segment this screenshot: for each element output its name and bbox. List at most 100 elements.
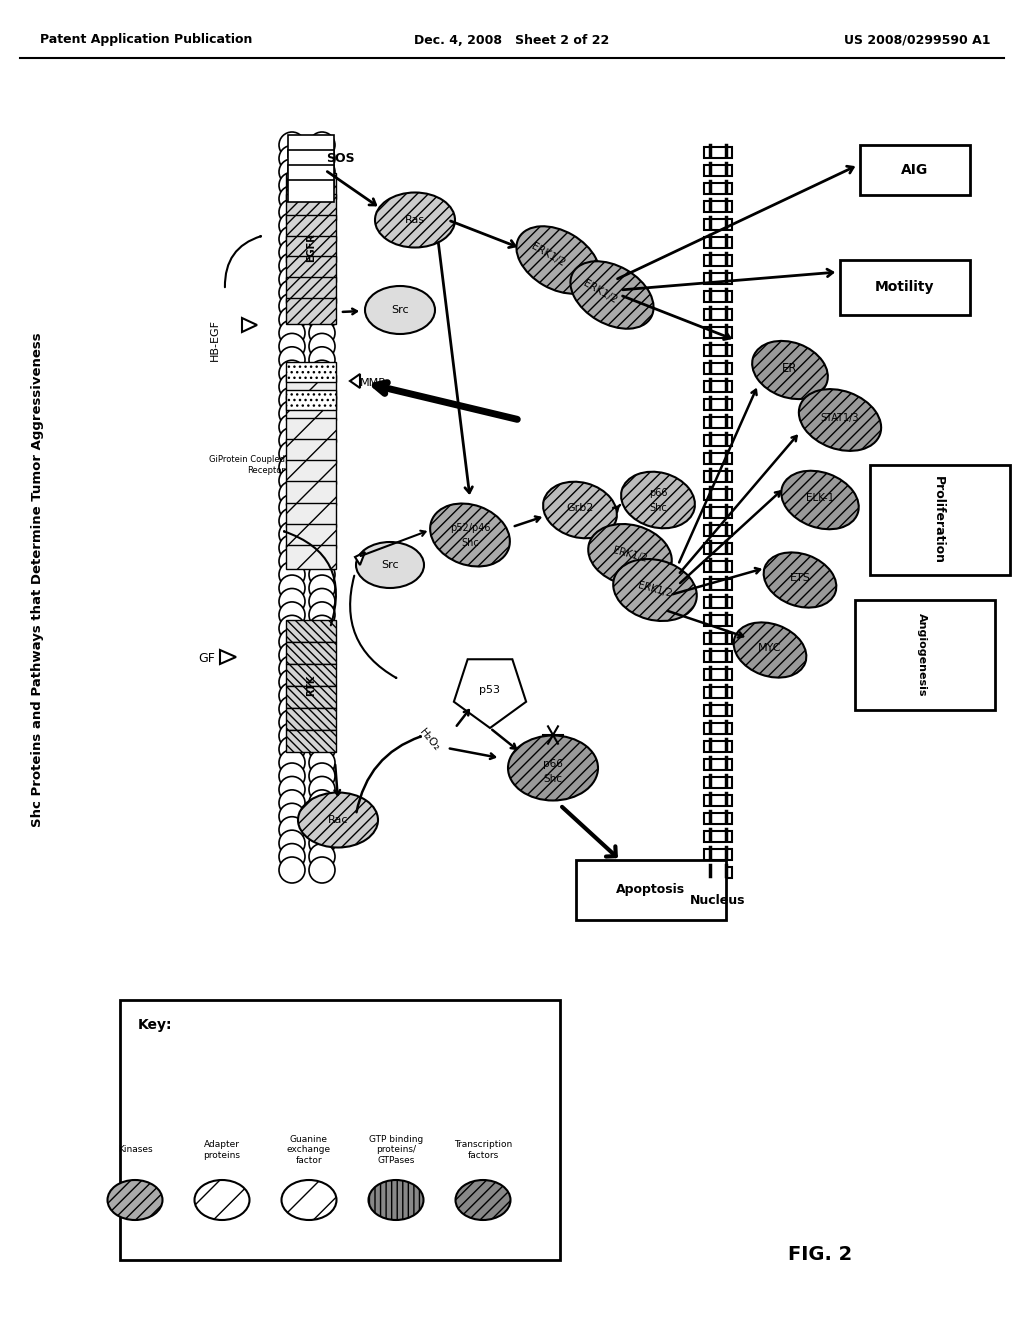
Circle shape [309,267,335,292]
Circle shape [279,293,305,319]
Text: RTK: RTK [306,675,316,696]
Bar [705,832,732,842]
Circle shape [309,508,335,533]
Text: GiProtein Coupled
Receptor: GiProtein Coupled Receptor [209,455,285,475]
Text: FIG. 2: FIG. 2 [787,1246,852,1265]
Circle shape [279,696,305,722]
Bar [286,362,336,381]
Text: ERK1/2: ERK1/2 [611,545,648,565]
Circle shape [279,763,305,789]
Circle shape [279,226,305,252]
Text: Src: Src [391,305,409,315]
Ellipse shape [764,552,837,607]
Bar [705,579,732,590]
Ellipse shape [282,1180,337,1220]
Ellipse shape [108,1180,163,1220]
Circle shape [309,387,335,413]
Text: Proliferation: Proliferation [932,477,944,564]
Text: HB-EGF: HB-EGF [210,319,220,360]
Text: p53: p53 [479,685,501,696]
Bar [286,389,336,411]
Circle shape [279,615,305,642]
Bar [705,525,732,536]
Polygon shape [454,659,526,729]
Circle shape [309,428,335,453]
Ellipse shape [195,1180,250,1220]
Ellipse shape [516,226,600,294]
Text: p52/p46: p52/p46 [450,523,490,533]
Bar [705,436,732,446]
Bar [286,375,336,399]
Circle shape [309,561,335,587]
Ellipse shape [430,503,510,566]
Bar [575,861,726,920]
Circle shape [279,709,305,735]
Circle shape [309,173,335,198]
Bar [286,730,336,752]
Circle shape [309,253,335,279]
Circle shape [309,776,335,803]
Text: MMP: MMP [360,378,386,388]
Text: Key:: Key: [138,1018,172,1032]
Ellipse shape [375,193,455,248]
Text: Nucleus: Nucleus [690,894,745,907]
Circle shape [279,656,305,681]
Circle shape [309,347,335,372]
Text: Ras: Ras [404,215,425,224]
Circle shape [309,696,335,722]
Bar [288,135,334,157]
Text: MYC: MYC [758,643,781,653]
Bar [705,201,732,213]
Circle shape [309,495,335,520]
Circle shape [309,643,335,668]
Bar [286,524,336,548]
Bar [705,597,732,609]
FancyArrowPatch shape [284,531,336,626]
Circle shape [279,467,305,494]
Circle shape [309,763,335,789]
Circle shape [309,589,335,615]
Bar [288,180,334,202]
Circle shape [309,374,335,400]
Text: GF: GF [198,652,215,664]
Bar [705,255,732,267]
Circle shape [279,400,305,426]
Circle shape [309,467,335,494]
Circle shape [309,199,335,226]
FancyArrowPatch shape [356,737,421,812]
Text: Adapter
proteins: Adapter proteins [204,1140,241,1160]
Text: Patent Application Publication: Patent Application Publication [40,33,252,46]
Bar [286,215,336,240]
Circle shape [279,817,305,842]
Bar [705,615,732,626]
Circle shape [279,186,305,211]
Circle shape [279,737,305,762]
Bar [705,686,732,698]
Ellipse shape [369,1180,424,1220]
Circle shape [309,441,335,467]
Circle shape [279,213,305,239]
Polygon shape [355,552,365,565]
Bar [855,601,995,710]
Text: Kinases: Kinases [118,1146,153,1155]
Circle shape [279,804,305,829]
Bar [288,165,334,187]
Circle shape [279,374,305,400]
Bar [705,795,732,807]
Text: ERK1/2: ERK1/2 [582,279,618,306]
Bar [286,298,336,323]
Bar [705,488,732,500]
FancyArrowPatch shape [225,236,261,288]
Ellipse shape [356,543,424,587]
Bar [705,453,732,465]
Bar [705,741,732,752]
Circle shape [309,535,335,561]
Bar [286,642,336,664]
Circle shape [279,441,305,467]
Bar [705,147,732,158]
Circle shape [279,750,305,776]
Bar [286,417,336,441]
Circle shape [309,280,335,306]
Circle shape [279,628,305,655]
Text: STAT1/3: STAT1/3 [821,413,859,422]
